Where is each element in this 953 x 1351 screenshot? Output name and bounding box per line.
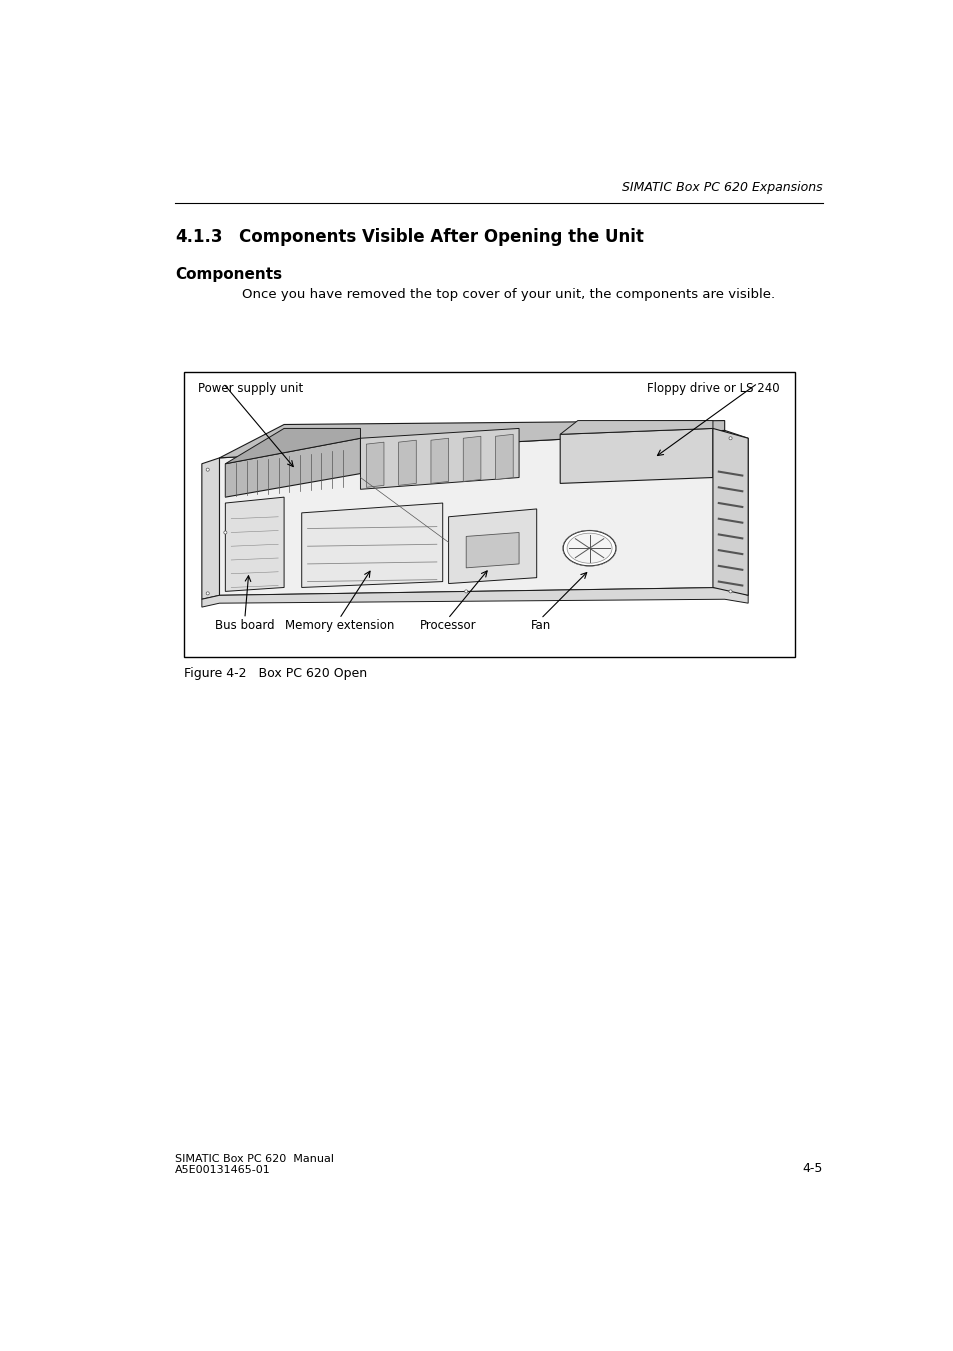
- Circle shape: [728, 590, 731, 593]
- Polygon shape: [360, 428, 518, 489]
- Polygon shape: [559, 420, 712, 434]
- Text: 4.1.3: 4.1.3: [174, 228, 222, 246]
- Polygon shape: [398, 440, 416, 485]
- Polygon shape: [448, 509, 537, 584]
- Text: Memory extension: Memory extension: [284, 619, 394, 632]
- Polygon shape: [495, 434, 513, 480]
- Polygon shape: [225, 497, 284, 592]
- Polygon shape: [712, 428, 747, 596]
- Polygon shape: [463, 436, 480, 481]
- Text: Once you have removed the top cover of your unit, the components are visible.: Once you have removed the top cover of y…: [241, 288, 774, 301]
- Circle shape: [206, 592, 209, 594]
- Text: Fan: Fan: [530, 619, 551, 632]
- Polygon shape: [225, 438, 360, 497]
- Polygon shape: [724, 431, 747, 596]
- Text: Processor: Processor: [419, 619, 476, 632]
- Polygon shape: [202, 458, 219, 600]
- Circle shape: [464, 590, 467, 593]
- Polygon shape: [202, 588, 747, 607]
- Circle shape: [224, 531, 227, 534]
- Text: Bus board: Bus board: [214, 619, 274, 632]
- Text: A5E00131465-01: A5E00131465-01: [174, 1166, 271, 1175]
- Polygon shape: [219, 431, 724, 596]
- Polygon shape: [219, 420, 724, 458]
- Text: Power supply unit: Power supply unit: [198, 381, 303, 394]
- Polygon shape: [301, 503, 442, 588]
- Bar: [184, 373, 794, 657]
- Ellipse shape: [562, 531, 616, 566]
- Polygon shape: [466, 532, 518, 567]
- Text: Floppy drive or LS 240: Floppy drive or LS 240: [646, 381, 779, 394]
- Polygon shape: [225, 428, 360, 463]
- Polygon shape: [366, 442, 383, 488]
- Text: 4-5: 4-5: [801, 1162, 822, 1175]
- Circle shape: [206, 467, 209, 471]
- Polygon shape: [559, 428, 712, 484]
- Polygon shape: [431, 438, 448, 484]
- Text: Components Visible After Opening the Unit: Components Visible After Opening the Uni…: [238, 228, 643, 246]
- Circle shape: [728, 436, 731, 440]
- Text: SIMATIC Box PC 620 Expansions: SIMATIC Box PC 620 Expansions: [621, 181, 822, 193]
- Text: SIMATIC Box PC 620  Manual: SIMATIC Box PC 620 Manual: [174, 1154, 334, 1165]
- Text: Components: Components: [174, 267, 282, 282]
- Ellipse shape: [566, 534, 612, 563]
- Text: Figure 4-2   Box PC 620 Open: Figure 4-2 Box PC 620 Open: [184, 667, 367, 681]
